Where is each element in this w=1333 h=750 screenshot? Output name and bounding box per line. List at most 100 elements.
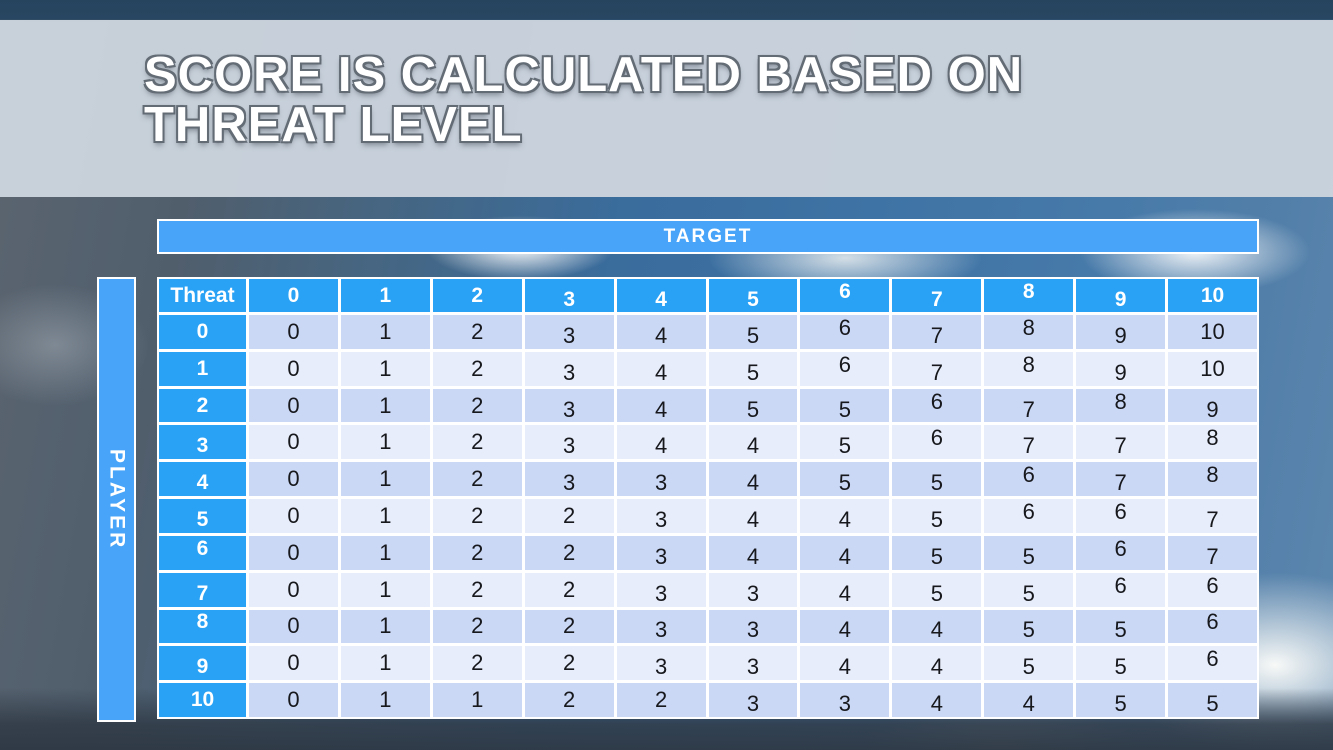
score-cell: 3: [708, 572, 798, 607]
score-cell: 3: [616, 535, 706, 570]
score-cell: 6: [800, 315, 890, 349]
score-cell: 8: [984, 315, 1074, 349]
score-cell: 5: [708, 315, 798, 349]
column-header-cell: 3: [524, 279, 614, 312]
score-cell: 1: [340, 388, 430, 423]
score-cell: 6: [1168, 609, 1257, 644]
score-cell: 0: [249, 535, 338, 570]
score-cell: 8: [1168, 462, 1257, 497]
score-cell: 1: [340, 425, 430, 460]
score-cell: 7: [1168, 535, 1257, 570]
score-cell: 0: [249, 315, 338, 349]
score-cell: 6: [1076, 499, 1166, 533]
score-cell: 3: [524, 425, 614, 460]
row-label-cell: 8: [159, 609, 246, 644]
score-cell: 0: [249, 388, 338, 423]
score-cell: 2: [432, 646, 522, 681]
score-cell: 5: [1076, 683, 1166, 717]
score-cell: 4: [892, 646, 982, 681]
score-cell: 8: [1076, 389, 1166, 423]
score-cell: 3: [708, 609, 798, 644]
row-label-cell: 4: [159, 462, 246, 497]
score-cell: 8: [984, 352, 1074, 386]
score-cell: 9: [1076, 351, 1166, 386]
score-cell: 7: [1076, 462, 1166, 497]
score-cell: 2: [524, 535, 614, 570]
score-cell: 8: [1168, 425, 1257, 460]
column-header-cell: 7: [892, 279, 982, 312]
score-cell: 3: [616, 499, 706, 533]
score-cell: 3: [616, 572, 706, 607]
score-cell: 2: [524, 609, 614, 644]
score-cell: 7: [984, 388, 1074, 423]
score-cell: 5: [984, 535, 1074, 570]
score-cell: 2: [432, 572, 522, 607]
score-cell: 6: [1168, 573, 1257, 607]
corner-header-cell: Threat: [159, 279, 246, 312]
score-cell: 5: [984, 646, 1074, 681]
score-cell: 3: [616, 609, 706, 644]
player-axis-text: PLAYER: [105, 448, 129, 551]
score-cell: 3: [616, 462, 706, 497]
score-cell: 1: [340, 351, 430, 386]
column-header-cell: 8: [984, 279, 1074, 312]
score-cell: 9: [1168, 388, 1257, 423]
score-cell: 2: [432, 535, 522, 570]
score-cell: 3: [708, 683, 798, 717]
score-cell: 6: [1076, 573, 1166, 607]
score-cell: 2: [524, 683, 614, 717]
score-cell: 2: [432, 388, 522, 423]
score-cell: 3: [708, 646, 798, 681]
score-cell: 10: [1168, 315, 1257, 349]
score-cell: 2: [524, 646, 614, 681]
score-cell: 5: [892, 535, 982, 570]
score-cell: 4: [800, 535, 890, 570]
score-cell: 3: [524, 388, 614, 423]
score-cell: 3: [524, 462, 614, 497]
row-label-cell: 1: [159, 351, 246, 386]
score-cell: 4: [616, 388, 706, 423]
score-cell: 2: [524, 572, 614, 607]
score-cell: 5: [708, 351, 798, 386]
score-cell: 1: [340, 572, 430, 607]
score-cell: 6: [1168, 646, 1257, 681]
slide-title: SCORE IS CALCULATED BASED ON THREAT LEVE…: [0, 20, 1333, 150]
score-cell: 2: [432, 609, 522, 644]
score-cell: 5: [892, 572, 982, 607]
score-cell: 6: [892, 389, 982, 423]
target-axis-label: TARGET: [157, 219, 1259, 254]
score-cell: 5: [984, 609, 1074, 644]
score-cell: 4: [616, 425, 706, 460]
score-cell: 4: [708, 535, 798, 570]
score-cell: 1: [340, 315, 430, 349]
score-cell: 2: [432, 462, 522, 497]
score-cell: 0: [249, 683, 338, 717]
score-cell: 5: [708, 388, 798, 423]
row-label-cell: 2: [159, 388, 246, 423]
score-cell: 3: [800, 683, 890, 717]
score-cell: 4: [892, 683, 982, 717]
score-cell: 6: [1076, 536, 1166, 570]
score-cell: 4: [616, 315, 706, 349]
score-cell: 1: [340, 462, 430, 497]
score-cell: 3: [524, 315, 614, 349]
score-cell: 3: [524, 351, 614, 386]
score-cell: 1: [432, 683, 522, 717]
score-cell: 1: [340, 683, 430, 717]
column-header-cell: 0: [249, 279, 338, 312]
score-cell: 5: [1076, 646, 1166, 681]
column-header-cell: 4: [616, 279, 706, 312]
score-cell: 6: [800, 352, 890, 386]
score-cell: 0: [249, 646, 338, 681]
row-label-cell: 5: [159, 499, 246, 533]
score-cell: 0: [249, 572, 338, 607]
row-label-cell: 7: [159, 572, 246, 607]
score-cell: 5: [800, 425, 890, 460]
score-cell: 7: [1076, 425, 1166, 460]
score-cell: 2: [616, 683, 706, 717]
column-header-cell: 9: [1076, 279, 1166, 312]
score-cell: 0: [249, 351, 338, 386]
score-cell: 2: [524, 499, 614, 533]
title-band: SCORE IS CALCULATED BASED ON THREAT LEVE…: [0, 20, 1333, 197]
score-cell: 5: [800, 388, 890, 423]
